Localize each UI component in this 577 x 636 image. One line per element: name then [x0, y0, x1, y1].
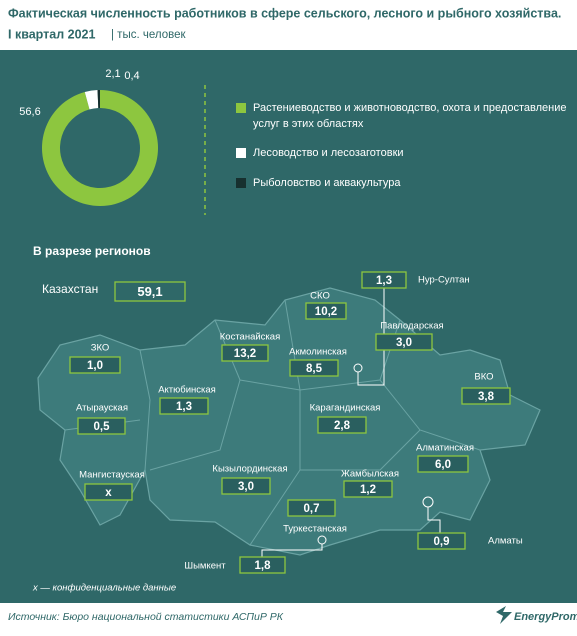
- value-box: [77, 417, 126, 435]
- region-name: Жамбылская: [341, 469, 399, 480]
- leaders: [261, 288, 441, 557]
- value-box: [361, 271, 407, 289]
- region-value: 1,3: [176, 401, 192, 413]
- legend-label: Растениеводство и животноводство, охота …: [253, 102, 566, 130]
- region-value: 3,8: [478, 391, 495, 403]
- region-value: 1,0: [87, 360, 103, 372]
- legend-label: Лесоводство и лесозаготовки: [253, 147, 404, 159]
- value-box: [114, 281, 186, 302]
- map-borders: [64, 299, 481, 546]
- region-name: Алматы: [488, 536, 523, 547]
- value-box: [289, 359, 339, 377]
- value-box: [239, 556, 286, 574]
- legend: Растениеводство и животноводство, охота …: [236, 102, 566, 189]
- unit: | тыс. человек: [111, 29, 186, 41]
- legend-swatch: [236, 148, 246, 158]
- region-name: Казахстан: [42, 282, 98, 296]
- value-box: [343, 480, 393, 498]
- regions-title: В разрезе регионов: [33, 244, 151, 258]
- footnote: x — конфиденциальные данные: [32, 583, 176, 594]
- region-value: 59,1: [137, 284, 162, 299]
- region-name: Атырауская: [76, 403, 128, 414]
- value-box: [461, 387, 511, 405]
- region-name: Актюбинская: [158, 385, 216, 396]
- region-value: 6,0: [435, 459, 451, 471]
- value-box: [84, 483, 133, 501]
- region-value: 8,5: [306, 363, 323, 375]
- title: Фактическая численность работников в сфе…: [8, 6, 561, 20]
- brand-logo: EnergyProm: [496, 606, 577, 624]
- region-name: Костанайская: [220, 332, 280, 343]
- region-value: 3,0: [238, 481, 254, 493]
- regions: 59,1 Казахстан 1,0 ЗКО 0,5 Атырауская x Мангист…: [42, 271, 523, 574]
- region-name: СКО: [310, 291, 330, 302]
- region-name: ВКО: [474, 372, 493, 383]
- pie-slice: [84, 90, 99, 110]
- value-box: [159, 397, 209, 415]
- region-value: 13,2: [234, 348, 256, 360]
- legend-label: Рыболовство и аквакультура: [253, 177, 401, 189]
- pie-slice: [97, 90, 100, 109]
- value-label: 2,1: [105, 68, 120, 80]
- region-value: 3,0: [396, 337, 412, 349]
- region-name: Мангистауская: [79, 470, 145, 481]
- region-name: Акмолинская: [289, 347, 347, 358]
- region-name: Павлодарская: [380, 321, 443, 332]
- value-box: [69, 356, 121, 374]
- value-box: [221, 477, 271, 495]
- brand: EnergyProm: [514, 611, 577, 623]
- value-label: 0,4: [124, 70, 139, 82]
- region-value: 1,2: [360, 484, 376, 496]
- region-value: 0,7: [304, 503, 320, 515]
- region-name: Шымкент: [184, 561, 226, 572]
- region-name: Карагандинская: [310, 403, 381, 414]
- source: Источник: Бюро национальной статистики А…: [8, 611, 284, 623]
- map-outline: [37, 287, 541, 556]
- legend-line: услуг в этих областях: [253, 118, 364, 130]
- value-box: [287, 499, 336, 517]
- region-value: 2,8: [334, 420, 351, 432]
- pie-slice: [42, 90, 159, 206]
- region-value: 0,5: [94, 421, 111, 433]
- value-box: [305, 302, 347, 320]
- value-box: [221, 344, 269, 362]
- donut: 56,6 2,1 0,4: [19, 68, 159, 206]
- region-name: Алматинская: [416, 443, 474, 454]
- legend-line: Растениеводство и животноводство, охота …: [253, 102, 566, 114]
- region-name: ЗКО: [91, 343, 110, 354]
- value-box: [375, 333, 433, 351]
- region-value: 10,2: [315, 306, 337, 318]
- region-value: 1,8: [255, 560, 272, 572]
- legend-swatch: [236, 178, 246, 188]
- region-name: Туркестанская: [283, 524, 347, 535]
- value-box: [417, 532, 466, 550]
- period: I квартал 2021: [8, 27, 95, 41]
- region-name: Нур-Султан: [418, 275, 470, 286]
- value-label: 56,6: [19, 106, 40, 118]
- value-box: [317, 416, 367, 434]
- legend-swatch: [236, 103, 246, 113]
- region-value: 0,9: [434, 536, 450, 548]
- region-name: Кызылординская: [212, 464, 287, 475]
- region-value: x: [105, 487, 112, 499]
- value-box: [417, 455, 469, 473]
- region-value: 1,3: [376, 275, 392, 287]
